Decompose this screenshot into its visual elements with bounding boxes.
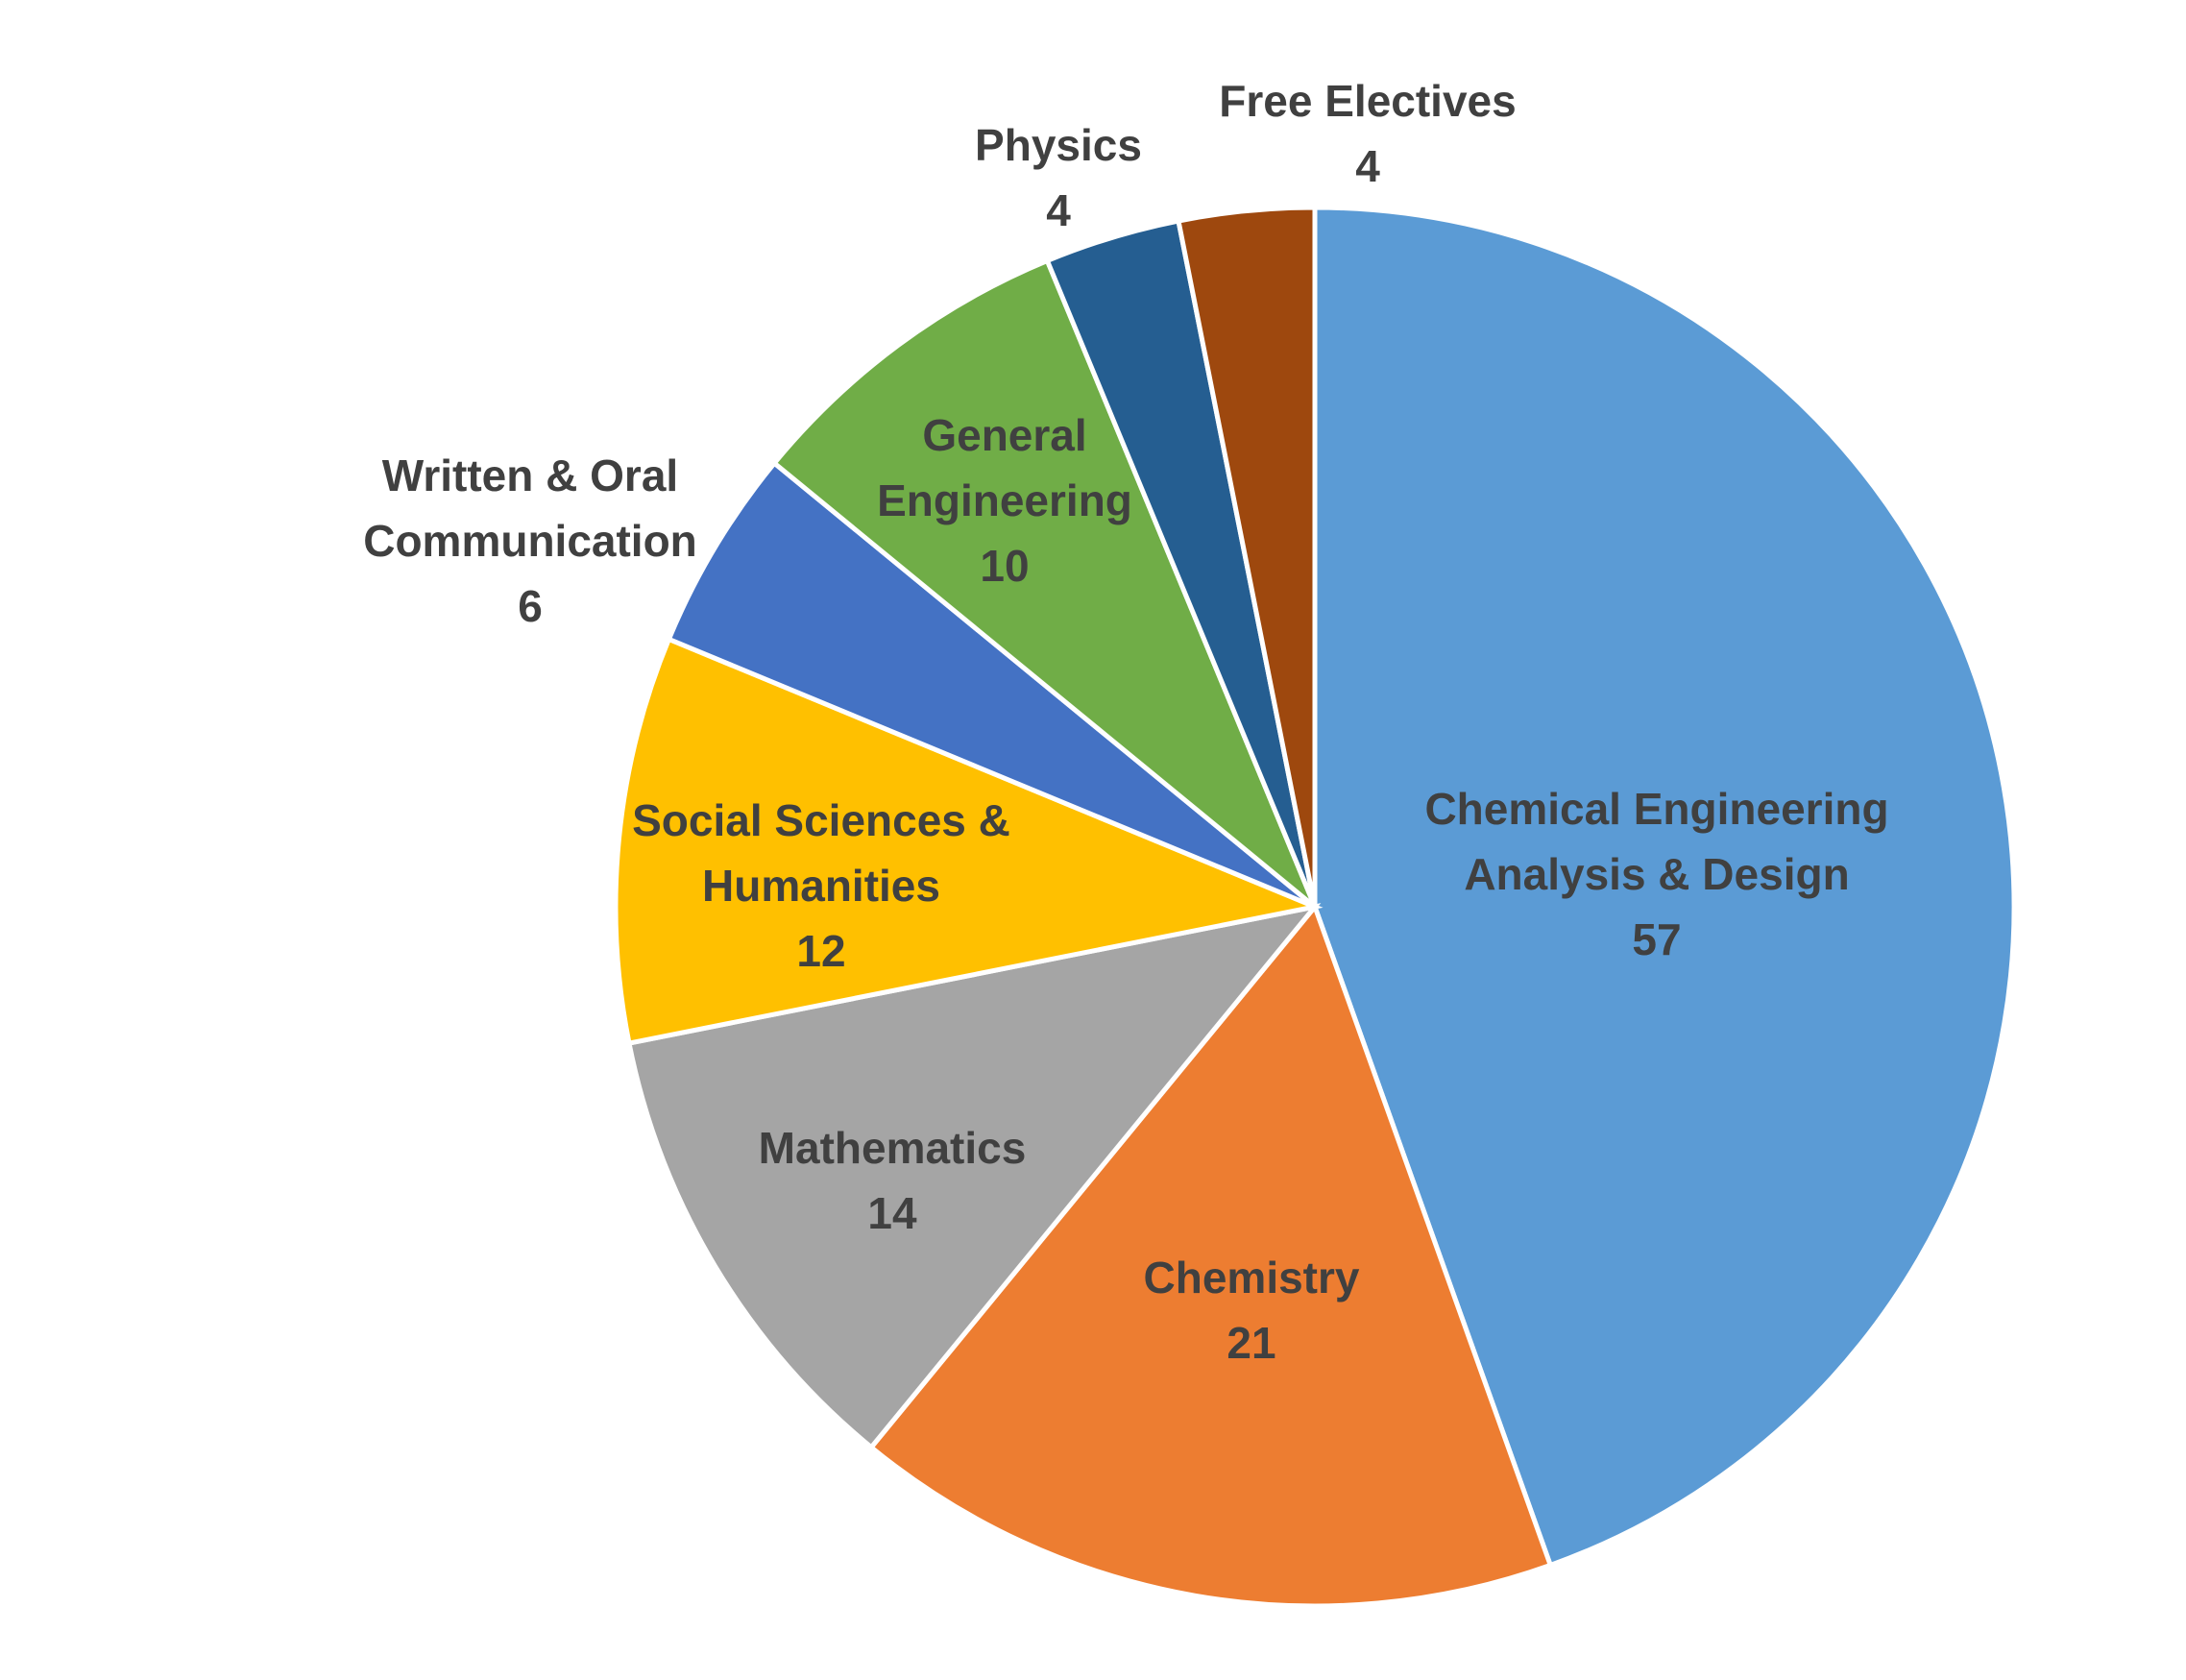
pie-slice bbox=[1176, 205, 1318, 908]
pie-slice bbox=[1312, 205, 2017, 1569]
category-name: Written & Oral Communication bbox=[363, 450, 697, 566]
category-name: Chemistry bbox=[1143, 1253, 1360, 1303]
value-label: 12 bbox=[796, 926, 846, 976]
category-name: Free Electives bbox=[1219, 76, 1517, 126]
slice-label: Chemical Engineering Analysis & Design 57 bbox=[1388, 776, 1926, 972]
pie-slice bbox=[626, 903, 1322, 1451]
value-label: 4 bbox=[1355, 141, 1380, 191]
slice-label: Physics 4 bbox=[914, 112, 1202, 243]
value-label: 14 bbox=[867, 1188, 917, 1238]
value-label: 21 bbox=[1227, 1318, 1276, 1368]
slice-label: Social Sciences & Humanities 12 bbox=[615, 788, 1028, 984]
value-label: 6 bbox=[518, 581, 543, 631]
slice-label: General Engineering 10 bbox=[856, 402, 1154, 598]
slice-label: Written & Oral Communication 6 bbox=[343, 443, 717, 639]
pie-slice bbox=[613, 636, 1324, 1046]
category-name: Chemical Engineering Analysis & Design bbox=[1424, 784, 1889, 899]
category-name: Mathematics bbox=[758, 1123, 1027, 1173]
slice-label: Mathematics 14 bbox=[700, 1115, 1084, 1246]
value-label: 4 bbox=[1046, 185, 1071, 235]
category-name: Physics bbox=[975, 120, 1142, 170]
value-label: 57 bbox=[1632, 914, 1682, 964]
pie-slice bbox=[770, 257, 1318, 909]
slice-label: Chemistry 21 bbox=[1059, 1245, 1444, 1376]
slice-label: Free Electives 4 bbox=[1176, 68, 1560, 199]
pie-slice bbox=[867, 902, 1554, 1609]
category-name: General Engineering bbox=[877, 410, 1132, 525]
category-name: Social Sciences & Humanities bbox=[632, 795, 1010, 911]
value-label: 10 bbox=[980, 541, 1030, 591]
pie-slice bbox=[666, 459, 1317, 910]
